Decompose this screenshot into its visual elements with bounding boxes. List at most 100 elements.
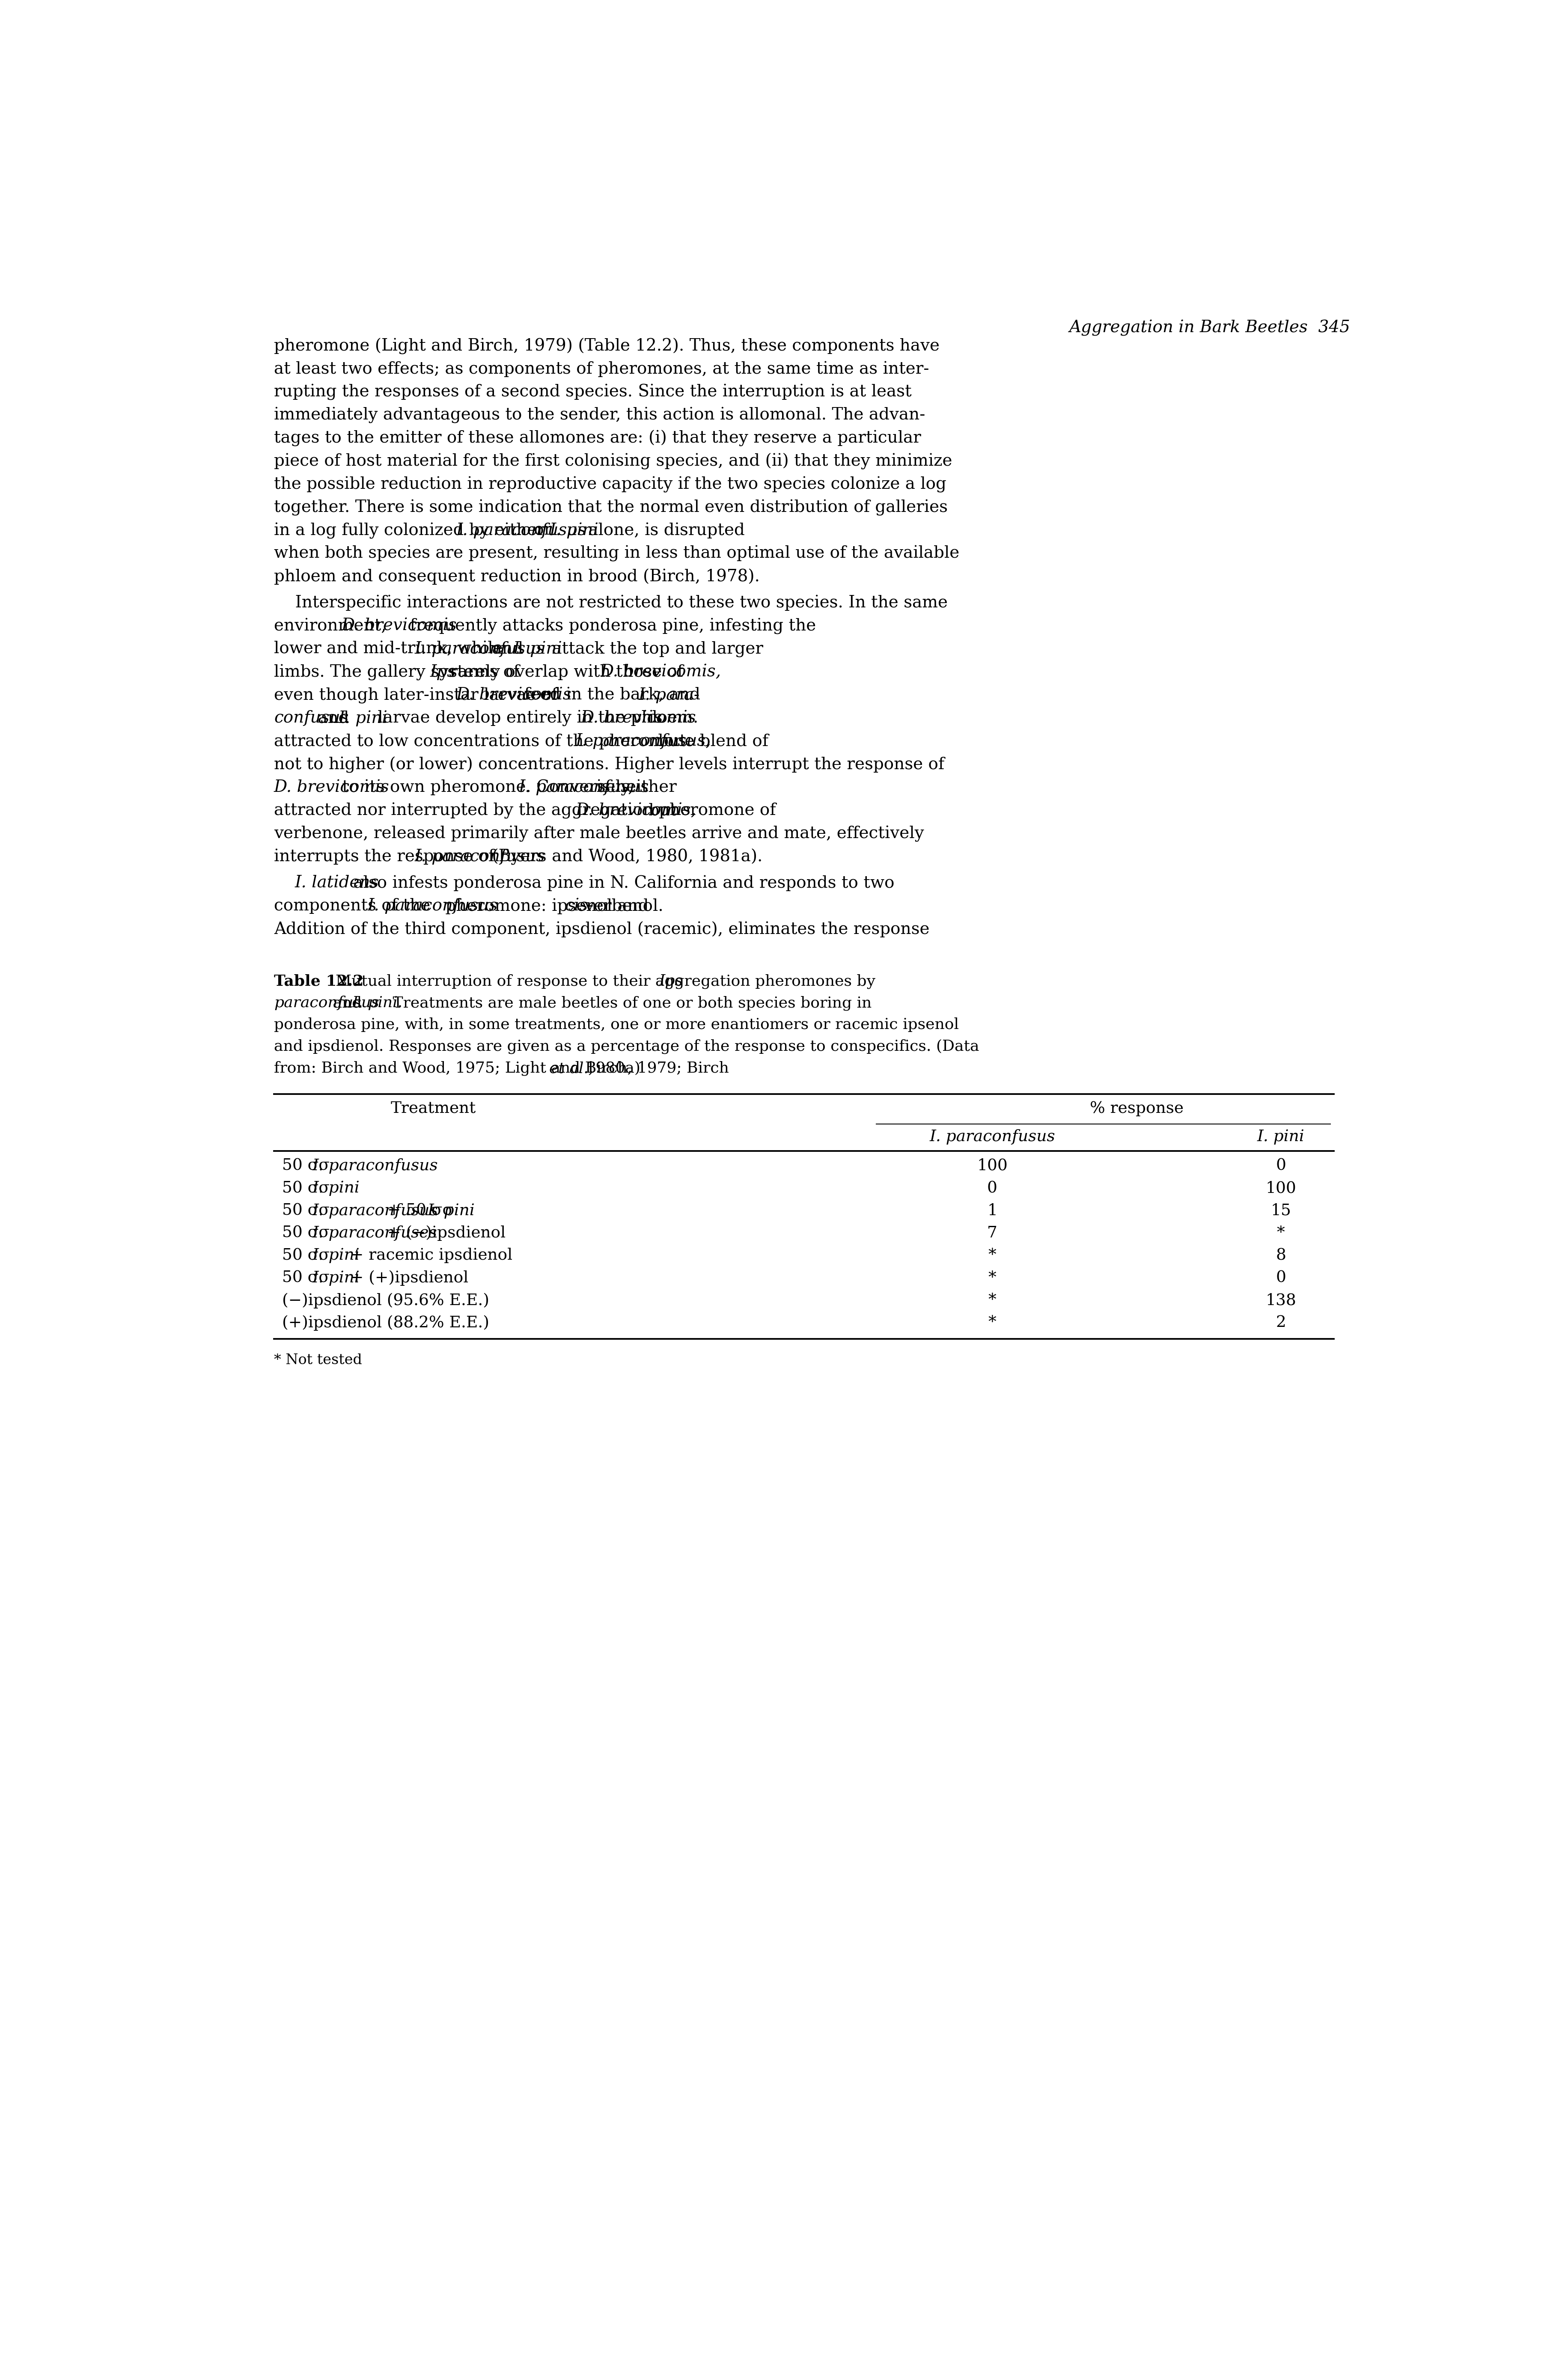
Text: 0: 0 xyxy=(988,1181,997,1195)
Text: *: * xyxy=(988,1314,996,1331)
Text: attack the top and larger: attack the top and larger xyxy=(547,642,764,658)
Text: 7: 7 xyxy=(988,1226,997,1240)
Text: 8: 8 xyxy=(1276,1247,1286,1264)
Text: I. pini: I. pini xyxy=(428,1202,475,1219)
Text: 138: 138 xyxy=(1265,1293,1297,1309)
Text: together. There is some indication that the normal even distribution of gallerie: together. There is some indication that … xyxy=(274,499,947,516)
Text: D. brevicomis,: D. brevicomis, xyxy=(575,803,696,817)
Text: 2: 2 xyxy=(1276,1314,1286,1331)
Text: I. pini: I. pini xyxy=(312,1247,359,1264)
Text: I. pini: I. pini xyxy=(513,642,561,658)
Text: I. para-: I. para- xyxy=(638,687,699,703)
Text: confusus: confusus xyxy=(274,710,348,727)
Text: immediately advantageous to the sender, this action is allomonal. The advan-: immediately advantageous to the sender, … xyxy=(274,406,925,423)
Text: (Byers and Wood, 1980, 1981a).: (Byers and Wood, 1980, 1981a). xyxy=(488,848,762,865)
Text: Ips: Ips xyxy=(430,665,456,680)
Text: I. pini: I. pini xyxy=(312,1181,359,1195)
Text: Table 12.2: Table 12.2 xyxy=(274,974,364,988)
Text: at least two effects; as components of pheromones, at the same time as inter-: at least two effects; as components of p… xyxy=(274,361,930,378)
Text: in a log fully colonized by either: in a log fully colonized by either xyxy=(274,523,550,539)
Text: % response: % response xyxy=(1090,1100,1184,1117)
Text: rupting the responses of a second species. Since the interruption is at least: rupting the responses of a second specie… xyxy=(274,385,911,399)
Text: I. paraconfusus: I. paraconfusus xyxy=(930,1129,1055,1145)
Text: D. brevicomis: D. brevicomis xyxy=(274,779,389,796)
Text: is: is xyxy=(643,710,662,727)
Text: I. pini: I. pini xyxy=(1258,1129,1305,1145)
Text: (−)ipsdienol (95.6% E.E.): (−)ipsdienol (95.6% E.E.) xyxy=(282,1293,489,1309)
Text: pheromone: ipsenol and: pheromone: ipsenol and xyxy=(441,898,654,915)
Text: when both species are present, resulting in less than optimal use of the availab: when both species are present, resulting… xyxy=(274,546,960,561)
Text: D. brevicomis: D. brevicomis xyxy=(580,710,696,727)
Text: attracted nor interrupted by the aggregation pheromone of: attracted nor interrupted by the aggrega… xyxy=(274,803,781,820)
Text: 0: 0 xyxy=(1276,1271,1286,1285)
Text: not to higher (or lower) concentrations. Higher levels interrupt the response of: not to higher (or lower) concentrations.… xyxy=(274,756,944,772)
Text: 0: 0 xyxy=(1276,1157,1286,1174)
Text: 15: 15 xyxy=(1270,1202,1290,1219)
Text: I. paraconfusus: I. paraconfusus xyxy=(519,779,649,796)
Text: (+)ipsdienol (88.2% E.E.): (+)ipsdienol (88.2% E.E.) xyxy=(282,1314,489,1331)
Text: Aggregation in Bark Beetles  345: Aggregation in Bark Beetles 345 xyxy=(1069,321,1350,335)
Text: lower and mid-trunk, while: lower and mid-trunk, while xyxy=(274,642,508,656)
Text: Treatments are male beetles of one or both species boring in: Treatments are male beetles of one or bo… xyxy=(387,996,872,1010)
Text: interrupts the response of: interrupts the response of xyxy=(274,848,500,865)
Text: 100: 100 xyxy=(977,1157,1008,1174)
Text: I. paraconfusus: I. paraconfusus xyxy=(414,642,544,656)
Text: 50 σσ: 50 σσ xyxy=(282,1271,336,1285)
Text: *: * xyxy=(988,1293,996,1309)
Text: I. pini: I. pini xyxy=(339,710,387,727)
Text: 50 σσ: 50 σσ xyxy=(282,1226,336,1240)
Text: 1: 1 xyxy=(988,1202,997,1219)
Text: 50 σσ: 50 σσ xyxy=(282,1247,336,1264)
Text: I. pini: I. pini xyxy=(312,1271,359,1285)
Text: Addition of the third component, ipsdienol (racemic), eliminates the response: Addition of the third component, ipsdien… xyxy=(274,922,930,939)
Text: and: and xyxy=(312,710,354,727)
Text: and ipsdienol. Responses are given as a percentage of the response to conspecifi: and ipsdienol. Responses are given as a … xyxy=(274,1038,978,1055)
Text: * Not tested: * Not tested xyxy=(274,1354,362,1366)
Text: I. pini.: I. pini. xyxy=(351,996,403,1010)
Text: larvae develop entirely in the phloem.: larvae develop entirely in the phloem. xyxy=(373,710,704,727)
Text: + racemic ipsdienol: + racemic ipsdienol xyxy=(345,1247,513,1264)
Text: Mutual interruption of response to their aggregation pheromones by: Mutual interruption of response to their… xyxy=(326,974,880,988)
Text: I. pini: I. pini xyxy=(549,523,599,539)
Text: frequently attacks ponderosa pine, infesting the: frequently attacks ponderosa pine, infes… xyxy=(405,618,815,634)
Text: paraconfusus: paraconfusus xyxy=(274,996,379,1010)
Text: rarely overlap with those of: rarely overlap with those of xyxy=(444,665,688,680)
Text: 50 σσ: 50 σσ xyxy=(282,1181,336,1195)
Text: D. brevicomis: D. brevicomis xyxy=(342,618,456,634)
Text: I. latidens: I. latidens xyxy=(295,874,379,891)
Text: alone, is disrupted: alone, is disrupted xyxy=(583,523,745,539)
Text: I. paraconfusus: I. paraconfusus xyxy=(414,848,544,865)
Text: Interspecific interactions are not restricted to these two species. In the same: Interspecific interactions are not restr… xyxy=(274,594,947,611)
Text: et al.,: et al., xyxy=(549,1062,594,1076)
Text: D. brevicomis: D. brevicomis xyxy=(456,687,571,703)
Text: Ips: Ips xyxy=(659,974,684,988)
Text: and: and xyxy=(328,996,367,1010)
Text: I. paraconfusus: I. paraconfusus xyxy=(367,898,499,915)
Text: attracted to low concentrations of the pheromone blend of: attracted to low concentrations of the p… xyxy=(274,734,773,748)
Text: 1980a): 1980a) xyxy=(580,1062,640,1076)
Text: *: * xyxy=(988,1271,996,1285)
Text: the possible reduction in reproductive capacity if the two species colonize a lo: the possible reduction in reproductive c… xyxy=(274,475,947,492)
Text: but: but xyxy=(652,734,687,748)
Text: I. paraconfuses: I. paraconfuses xyxy=(312,1226,437,1240)
Text: D. brevicomis,: D. brevicomis, xyxy=(601,665,721,680)
Text: + (+)ipsdienol: + (+)ipsdienol xyxy=(345,1271,469,1285)
Text: but: but xyxy=(643,803,677,817)
Text: I. paraconfusus,: I. paraconfusus, xyxy=(575,734,712,748)
Text: to its own pheromone. Conversely,: to its own pheromone. Conversely, xyxy=(337,779,638,796)
Text: Treatment: Treatment xyxy=(390,1100,475,1117)
Text: or: or xyxy=(528,523,557,539)
Text: 100: 100 xyxy=(1265,1181,1297,1195)
Text: verbenone, released primarily after male beetles arrive and mate, effectively: verbenone, released primarily after male… xyxy=(274,824,924,841)
Text: even though later-instar larvae of: even though later-instar larvae of xyxy=(274,687,563,703)
Text: phloem and consequent reduction in brood (Birch, 1978).: phloem and consequent reduction in brood… xyxy=(274,568,760,584)
Text: ponderosa pine, with, in some treatments, one or more enantiomers or racemic ips: ponderosa pine, with, in some treatments… xyxy=(274,1017,960,1031)
Text: + 50 σσ: + 50 σσ xyxy=(383,1202,458,1219)
Text: is neither: is neither xyxy=(591,779,677,796)
Text: 50 σσ: 50 σσ xyxy=(282,1157,336,1174)
Text: tages to the emitter of these allomones are: (i) that they reserve a particular: tages to the emitter of these allomones … xyxy=(274,430,920,447)
Text: also infests ponderosa pine in N. California and responds to two: also infests ponderosa pine in N. Califo… xyxy=(348,874,894,891)
Text: I. paraconfusus: I. paraconfusus xyxy=(456,523,586,539)
Text: environment,: environment, xyxy=(274,618,392,634)
Text: + (−)ipsdienol: + (−)ipsdienol xyxy=(383,1226,505,1240)
